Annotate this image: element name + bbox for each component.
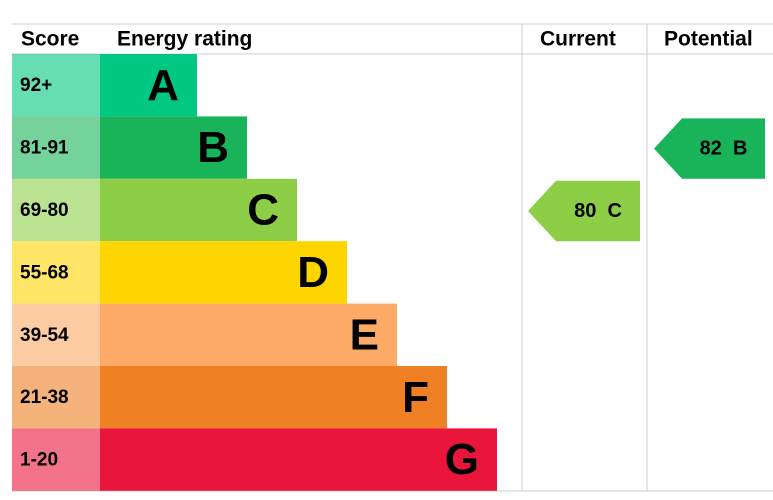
score-cell xyxy=(12,303,100,366)
current-label: 80 C xyxy=(574,200,622,222)
score-cell xyxy=(12,241,100,304)
score-label: 39-54 xyxy=(20,325,69,346)
score-cell xyxy=(12,428,100,491)
score-label: 92+ xyxy=(20,75,52,96)
score-cell xyxy=(12,366,100,429)
header-score: Score xyxy=(21,28,79,51)
score-cell xyxy=(12,54,100,117)
rating-bar xyxy=(100,366,447,429)
rating-bar xyxy=(100,178,297,242)
rating-letter: F xyxy=(402,373,429,422)
potential-score: 82 xyxy=(700,138,722,160)
score-label: 55-68 xyxy=(20,262,69,283)
rating-bar xyxy=(100,116,247,179)
rating-bar xyxy=(100,54,197,117)
score-label: 69-80 xyxy=(20,200,69,221)
potential-label: 82 B xyxy=(700,138,748,160)
rating-letter: A xyxy=(147,61,179,110)
rating-letter: D xyxy=(297,248,329,297)
score-label: 21-38 xyxy=(20,387,69,408)
score-cell xyxy=(12,116,100,179)
rating-bar xyxy=(100,303,397,366)
current-letter: C xyxy=(607,200,621,222)
rating-bar xyxy=(100,428,497,491)
header-current: Current xyxy=(540,28,616,51)
header-potential: Potential xyxy=(664,28,753,51)
score-label: 1-20 xyxy=(20,450,58,471)
rating-letter: G xyxy=(445,435,479,484)
rating-letter: E xyxy=(350,310,379,359)
current-score: 80 xyxy=(574,200,596,222)
current-arrow xyxy=(528,180,640,242)
score-cell xyxy=(12,178,100,242)
header-rating: Energy rating xyxy=(117,28,252,51)
rating-bar xyxy=(100,241,347,304)
rating-letter: C xyxy=(247,186,279,235)
rating-letter: B xyxy=(197,123,229,172)
score-label: 81-91 xyxy=(20,138,69,159)
potential-letter: B xyxy=(733,138,747,160)
potential-arrow xyxy=(654,118,765,179)
